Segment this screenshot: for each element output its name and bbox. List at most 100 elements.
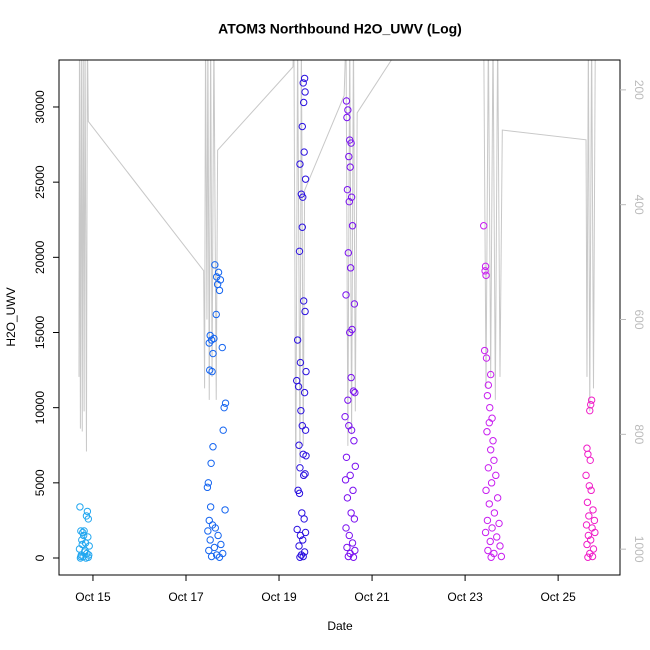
point [485, 500, 493, 508]
point [344, 552, 353, 561]
point [485, 419, 493, 427]
point [221, 506, 229, 514]
point [299, 193, 307, 201]
point [214, 531, 222, 540]
point [585, 482, 593, 490]
point [347, 509, 355, 517]
point [217, 540, 225, 549]
point [215, 553, 224, 561]
point [301, 426, 310, 434]
point [583, 498, 592, 507]
x-tick-label: Oct 17 [168, 590, 204, 604]
point [207, 552, 216, 561]
point [299, 297, 308, 305]
point [84, 533, 92, 541]
point [300, 388, 309, 397]
y2-tick-label: 800 [632, 424, 646, 444]
point [85, 551, 93, 559]
point [346, 264, 355, 272]
point [582, 521, 591, 529]
point [481, 267, 489, 275]
line-layer [78, 60, 596, 492]
point [299, 79, 307, 87]
point [486, 537, 494, 546]
point [487, 479, 496, 487]
point [484, 464, 493, 472]
point [295, 542, 303, 550]
x-tick-label: Oct 25 [540, 590, 576, 604]
point [302, 452, 310, 460]
point [348, 222, 357, 230]
point [586, 536, 595, 544]
point [299, 552, 307, 561]
point [212, 310, 220, 319]
point [342, 291, 350, 299]
point [481, 528, 490, 537]
point [482, 354, 491, 362]
point [345, 152, 353, 161]
point [350, 515, 359, 523]
point [343, 494, 352, 502]
point [298, 509, 306, 517]
point [586, 406, 594, 415]
point [299, 536, 307, 544]
point [346, 471, 354, 480]
point [211, 261, 219, 269]
point [207, 459, 215, 467]
chart-title: ATOM3 Northbound H2O_UWV (Log) [218, 21, 462, 37]
point [587, 486, 595, 495]
y-tick-label: 15000 [33, 315, 47, 349]
y-tick-label: 5000 [33, 469, 47, 496]
point [583, 444, 591, 452]
point [215, 286, 224, 295]
point [218, 343, 226, 352]
point [298, 223, 306, 231]
point [299, 98, 308, 107]
point [348, 539, 357, 547]
x-tick-label: Oct 19 [261, 590, 297, 604]
point [493, 494, 502, 502]
point [296, 553, 304, 561]
point [300, 515, 308, 523]
point [584, 553, 592, 561]
y-tick-label: 0 [33, 554, 47, 561]
point [293, 525, 301, 534]
point [83, 507, 92, 516]
point [343, 185, 352, 194]
point [209, 349, 217, 358]
point [488, 524, 496, 532]
point [484, 546, 492, 555]
point [203, 483, 212, 492]
point [205, 339, 213, 347]
point [343, 113, 351, 122]
point [301, 88, 309, 96]
point [296, 531, 305, 540]
point [296, 160, 304, 168]
point [293, 336, 302, 344]
point [349, 387, 358, 395]
point [347, 193, 356, 201]
point [80, 527, 88, 535]
point [297, 406, 305, 415]
point [206, 503, 215, 511]
point [219, 426, 227, 434]
point [483, 391, 492, 400]
point [294, 382, 303, 391]
y2-tick-label: 600 [632, 309, 646, 329]
point [345, 197, 353, 206]
point [490, 509, 499, 517]
point [492, 471, 500, 480]
point [343, 543, 351, 552]
point [586, 400, 595, 409]
point [296, 358, 305, 367]
point [77, 552, 85, 561]
point [346, 328, 354, 337]
point [346, 163, 354, 171]
point [480, 346, 489, 355]
point [481, 262, 490, 271]
point [204, 479, 213, 487]
point [344, 249, 353, 257]
point [295, 489, 304, 498]
plot-frame [58, 59, 621, 576]
